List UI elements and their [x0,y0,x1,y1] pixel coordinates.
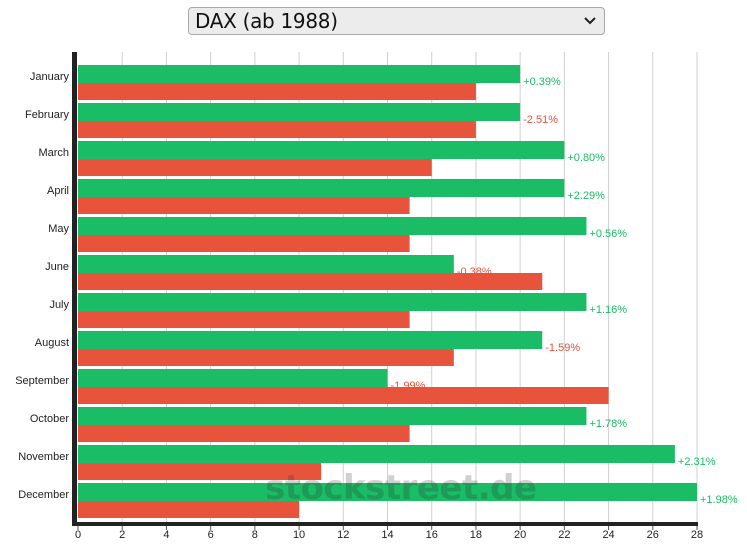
data-label: +2.31% [678,456,716,468]
bar-series-1 [78,407,587,425]
x-tick-label: 8 [252,529,258,541]
bar-series-2 [78,121,476,138]
data-label: -1.59% [545,342,580,354]
category-label: April [47,185,69,197]
watermark: stockstreet.de [265,468,537,508]
category-label: August [35,337,69,349]
x-tick-label: 28 [691,529,703,541]
category-label: October [30,413,69,425]
data-label: -2.51% [523,114,558,126]
index-selector-value: DAX (ab 1988) [195,9,338,33]
data-label: -1.99% [391,380,426,392]
x-tick-label: 2 [119,529,125,541]
bar-series-1 [78,331,543,349]
x-tick-label: 4 [163,529,169,541]
bar-series-2 [78,273,543,290]
x-tick-label: 20 [514,529,526,541]
bar-series-1 [78,141,565,159]
x-tick-label: 24 [602,529,614,541]
x-tick-label: 14 [381,529,393,541]
data-label: +0.39% [523,76,561,88]
category-label: July [49,299,69,311]
bar-series-1 [78,179,565,197]
bar-series-1 [78,255,454,273]
data-label: +2.29% [567,190,605,202]
x-tick-label: 18 [470,529,482,541]
chevron-down-icon [584,17,596,25]
x-tick-label: 0 [75,529,81,541]
data-label: +1.78% [589,418,627,430]
category-label: May [48,223,69,235]
bar-series-2 [78,311,410,328]
category-label: December [18,489,69,501]
bar-series-2 [78,387,609,404]
x-tick-label: 16 [426,529,438,541]
data-label: +0.80% [567,152,605,164]
bar-series-1 [78,103,521,121]
bar-series-2 [78,501,300,518]
bar-series-2 [78,83,476,100]
bar-series-1 [78,293,587,311]
category-label: March [38,147,69,159]
x-tick-label: 12 [337,529,349,541]
data-label: -0.38% [457,266,492,278]
category-label: November [18,451,69,463]
category-label: January [30,71,70,83]
bar-series-2 [78,235,410,252]
category-label: February [25,109,70,121]
bar-series-1 [78,217,587,235]
bar-series-2 [78,349,454,366]
x-axis-line [72,522,698,526]
data-label: +0.56% [589,228,627,240]
bar-series-1 [78,483,697,501]
data-label: +1.16% [589,304,627,316]
bar-series-1 [78,445,675,463]
data-label: +1.98% [700,494,738,506]
bar-series-1 [78,65,521,83]
bar-series-2 [78,425,410,442]
y-axis-line [72,52,77,526]
category-label: September [15,375,69,387]
category-label: June [45,261,69,273]
bar-series-2 [78,159,432,176]
bar-series-1 [78,369,388,387]
x-tick-label: 6 [208,529,214,541]
x-tick-label: 26 [647,529,659,541]
x-tick-label: 10 [293,529,305,541]
bar-series-2 [78,463,322,480]
index-selector[interactable]: DAX (ab 1988) [188,7,605,35]
x-tick-label: 22 [558,529,570,541]
bar-series-2 [78,197,410,214]
